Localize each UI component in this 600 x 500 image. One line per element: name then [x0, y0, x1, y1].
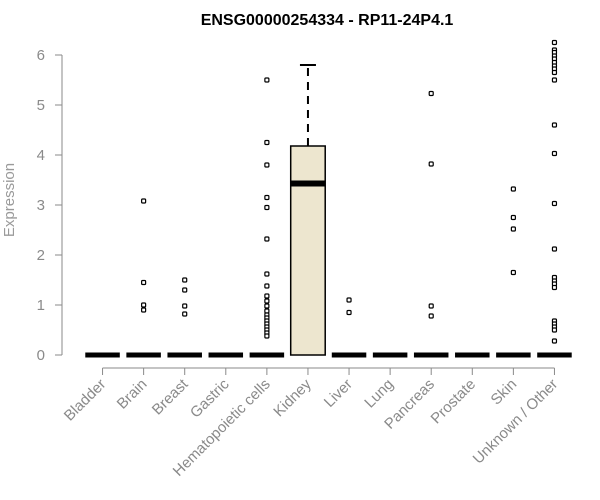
y-axis-label: Expression — [1, 163, 18, 237]
outlier-point — [182, 303, 188, 309]
outlier-point — [264, 271, 270, 277]
outlier-point — [182, 277, 188, 283]
box-breast — [167, 277, 202, 358]
box-kidney — [289, 64, 326, 356]
outlier-point — [551, 327, 558, 333]
x-tick-label: Bladder — [61, 376, 110, 425]
box-unknown-other — [537, 39, 572, 358]
box-liver — [331, 297, 367, 358]
box-skin — [496, 186, 531, 358]
y-tick-label: 5 — [37, 97, 45, 114]
box-iqr — [289, 145, 326, 356]
outlier-point — [264, 77, 270, 83]
outlier-point — [141, 307, 147, 313]
x-tick-label: Prostate — [428, 376, 480, 428]
outlier-point — [264, 236, 270, 242]
y-tick-label: 3 — [37, 197, 45, 214]
y-axis: 0 1 2 3 4 5 6 — [37, 47, 63, 364]
outlier-point — [264, 303, 270, 309]
outlier-point — [510, 186, 516, 192]
outlier-point — [551, 39, 558, 46]
y-tick-label: 0 — [37, 347, 45, 364]
x-tick-label: Brain — [114, 376, 151, 413]
outlier-point — [428, 303, 434, 309]
y-tick-label: 1 — [37, 297, 45, 314]
outlier-point — [510, 269, 516, 276]
outlier-point — [264, 333, 270, 339]
y-tick-label: 4 — [37, 147, 45, 164]
chart-title: ENSG00000254334 - RP11-24P4.1 — [201, 12, 454, 29]
outlier-point — [182, 311, 188, 317]
x-tick-label: Breast — [149, 375, 192, 418]
outlier-point — [551, 77, 558, 83]
outlier-point — [428, 161, 434, 167]
outlier-point — [551, 69, 558, 76]
outlier-point — [551, 284, 558, 291]
outlier-point — [346, 309, 352, 316]
outlier-point — [264, 162, 270, 168]
outlier-point — [141, 302, 147, 308]
outlier-point — [551, 200, 558, 207]
outlier-point — [264, 204, 270, 211]
outlier-point — [551, 246, 558, 252]
outlier-point — [551, 338, 558, 344]
outlier-point — [141, 279, 147, 286]
box-series — [85, 39, 572, 358]
outlier-point — [264, 139, 270, 146]
outlier-point — [510, 214, 516, 221]
y-tick-label: 6 — [37, 47, 45, 64]
outlier-point — [346, 297, 352, 303]
outlier-point — [264, 293, 270, 299]
box-brain — [126, 198, 161, 358]
outlier-point — [428, 313, 434, 319]
outlier-point — [182, 287, 188, 293]
y-tick-label: 2 — [37, 247, 45, 264]
box-hematopoietic-cells — [249, 77, 285, 358]
x-tick-label: Kidney — [270, 375, 315, 420]
outlier-point — [264, 298, 270, 304]
x-tick-label: Lung — [361, 376, 397, 412]
outlier-point — [264, 194, 270, 201]
box-pancreas — [413, 90, 449, 358]
outlier-point — [428, 90, 434, 97]
x-tick-label: Skin — [488, 376, 521, 409]
outlier-point — [551, 150, 558, 157]
outlier-point — [551, 122, 558, 128]
outlier-point — [510, 226, 516, 232]
outlier-point — [141, 198, 147, 204]
outlier-point — [264, 283, 270, 289]
x-tick-label: Liver — [321, 376, 356, 411]
